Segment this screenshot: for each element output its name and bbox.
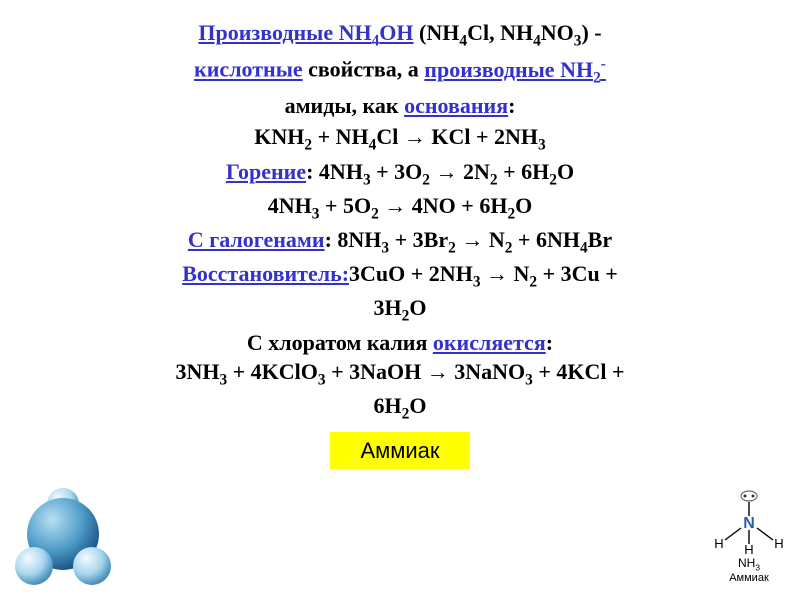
ammonia-highlight: Аммиак [40,426,760,470]
slide-text: Производные NH4OH (NH4Cl, NH4NO3) - кисл… [0,0,800,479]
reaction-1: KNH2 + NH4Cl → KCl + 2NH3 [40,122,760,156]
ammonia-label: Аммиак [330,432,469,470]
reaction-reducer-2: 3H2O [40,293,760,327]
link-combustion: Горение [226,159,306,184]
link-derivatives-nh4oh: Производные NH4OH [198,20,413,45]
molecule-formula: NH3 [738,556,760,572]
svg-text:H: H [744,542,753,554]
reaction-chlorate-label: С хлоратом калия окисляется: [40,328,760,358]
reaction-combustion-2: 4NH3 + 5O2 → 4NO + 6H2O [40,191,760,225]
link-acidic: кислотные [194,57,303,82]
line-1: Производные NH4OH (NH4Cl, NH4NO3) - [40,18,760,52]
molecule-3d-icon [8,482,118,592]
reaction-halogen: С галогенами: 8NH3 + 3Br2 → N2 + 6NH4Br [40,225,760,259]
link-oxidized: окисляется [433,330,546,355]
reaction-combustion-1: Горение: 4NH3 + 3O2 → 2N2 + 6H2O [40,157,760,191]
svg-text:H: H [774,536,783,551]
molecule-structure-icon: N H H H NH3 Аммиак [704,484,794,594]
svg-text:N: N [743,515,755,532]
line-2: кислотные свойства, а производные NH2- [40,54,760,89]
reaction-reducer-1: Восстановитель:3CuO + 2NH3 → N2 + 3Cu + [40,259,760,293]
line-3: амиды, как основания: [40,91,760,121]
link-reducer: Восстановитель: [182,261,349,286]
link-bases: основания [404,93,508,118]
svg-text:H: H [714,536,723,551]
link-derivatives-nh2: производные NH2- [424,57,606,82]
molecule-name: Аммиак [729,572,769,584]
reaction-chlorate-1: 3NH3 + 4KClO3 + 3NaOH → 3NaNO3 + 4KCl + [40,357,760,391]
reaction-chlorate-2: 6H2O [40,391,760,425]
link-halogens: С галогенами [188,227,325,252]
